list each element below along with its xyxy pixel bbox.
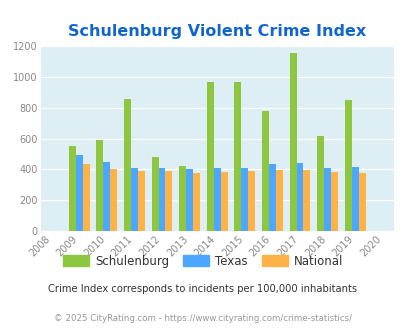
Bar xyxy=(234,82,241,231)
Bar xyxy=(193,173,200,231)
Bar xyxy=(323,168,330,231)
Bar xyxy=(186,169,193,231)
Bar xyxy=(351,167,358,231)
Bar xyxy=(220,172,227,231)
Bar xyxy=(330,172,337,231)
Title: Schulenburg Violent Crime Index: Schulenburg Violent Crime Index xyxy=(68,24,365,40)
Bar xyxy=(268,164,275,231)
Legend: Schulenburg, Texas, National: Schulenburg, Texas, National xyxy=(58,250,347,273)
Bar xyxy=(241,168,247,231)
Bar xyxy=(344,100,351,231)
Bar xyxy=(158,168,165,231)
Bar xyxy=(69,146,76,231)
Bar xyxy=(151,157,158,231)
Bar xyxy=(207,82,213,231)
Bar xyxy=(261,111,268,231)
Text: © 2025 CityRating.com - https://www.cityrating.com/crime-statistics/: © 2025 CityRating.com - https://www.city… xyxy=(54,314,351,323)
Bar xyxy=(83,164,90,231)
Bar xyxy=(296,163,303,231)
Bar xyxy=(131,168,138,231)
Bar xyxy=(247,171,254,231)
Bar xyxy=(138,171,145,231)
Bar xyxy=(358,173,364,231)
Bar xyxy=(124,99,131,231)
Bar xyxy=(110,169,117,231)
Bar xyxy=(179,166,186,231)
Bar xyxy=(76,155,83,231)
Bar xyxy=(103,162,110,231)
Bar xyxy=(96,140,103,231)
Bar xyxy=(316,136,323,231)
Text: Crime Index corresponds to incidents per 100,000 inhabitants: Crime Index corresponds to incidents per… xyxy=(48,284,357,294)
Bar xyxy=(165,171,172,231)
Bar xyxy=(275,170,282,231)
Bar xyxy=(289,53,296,231)
Bar xyxy=(303,170,309,231)
Bar xyxy=(213,168,220,231)
